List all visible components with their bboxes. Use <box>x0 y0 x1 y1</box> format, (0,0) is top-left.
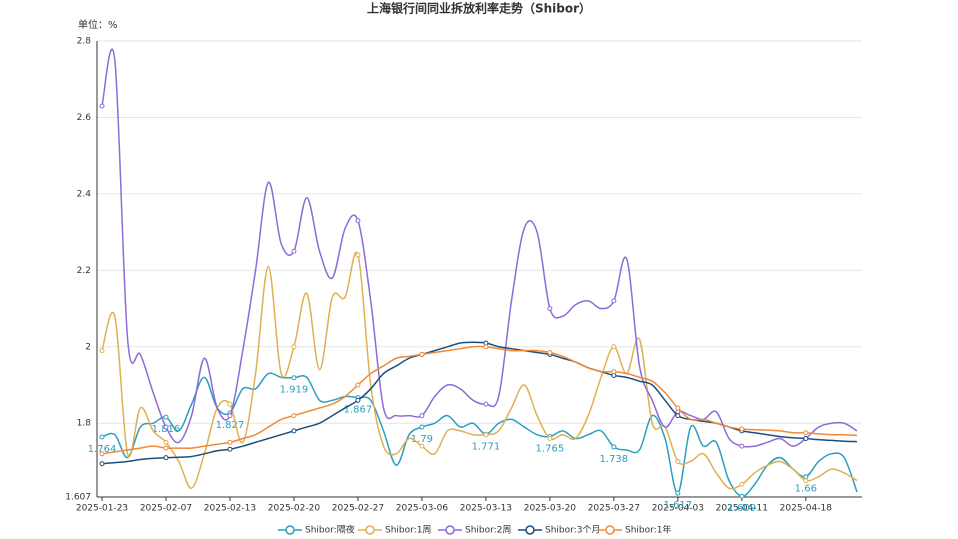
point <box>611 444 617 450</box>
x-tick-label: 2025-02-27 <box>332 504 384 514</box>
legend-item[interactable]: Shibor:1周 <box>358 525 431 536</box>
legend-label: Shibor:1年 <box>625 524 671 536</box>
point <box>675 405 681 411</box>
legend-label: Shibor:3个月 <box>545 525 600 536</box>
data-label: 1.765 <box>536 444 565 455</box>
point <box>611 298 617 304</box>
legend-item[interactable]: Shibor:3个月 <box>518 525 600 536</box>
point <box>419 351 425 357</box>
point <box>163 439 169 445</box>
point <box>483 432 489 438</box>
point <box>675 413 681 419</box>
point <box>419 443 425 449</box>
point <box>803 436 809 442</box>
point <box>611 369 617 375</box>
point <box>163 414 169 420</box>
point <box>99 461 105 467</box>
data-label: 1.816 <box>152 424 181 435</box>
point <box>483 401 489 407</box>
legend-marker <box>285 525 295 535</box>
point <box>99 451 105 457</box>
y-tick-label: 1.8 <box>77 419 92 429</box>
x-tick-label: 2025-03-20 <box>524 504 577 514</box>
legend-item[interactable]: Shibor:1年 <box>598 524 671 536</box>
point <box>419 413 425 419</box>
x-tick-label: 2025-02-20 <box>268 504 321 514</box>
point <box>547 350 553 356</box>
data-label: 1.738 <box>600 454 629 465</box>
point <box>291 375 297 381</box>
point <box>99 103 105 109</box>
point <box>611 344 617 350</box>
point <box>99 348 105 354</box>
legend-label: Shibor:2周 <box>465 525 511 536</box>
point <box>739 426 745 432</box>
data-label: 1.66 <box>795 484 817 495</box>
y-tick-label: 1.607 <box>65 493 91 503</box>
point <box>483 344 489 350</box>
data-label: 1.79 <box>411 434 433 445</box>
point <box>99 434 105 440</box>
x-tick-label: 2025-04-03 <box>652 504 704 514</box>
data-label: 1.771 <box>472 441 501 452</box>
legend-label: Shibor:隔夜 <box>305 524 355 536</box>
point <box>227 446 233 452</box>
point <box>163 424 169 430</box>
point <box>291 344 297 350</box>
point <box>355 382 361 388</box>
point <box>227 401 233 407</box>
legend-item[interactable]: Shibor:2周 <box>438 525 511 536</box>
x-tick-label: 2025-03-27 <box>588 504 640 514</box>
point <box>355 218 361 224</box>
y-tick-label: 2.4 <box>77 189 92 199</box>
point <box>803 478 809 484</box>
data-label: 1.919 <box>280 385 309 396</box>
point <box>355 397 361 403</box>
chart-title: 上海银行间同业拆放利率走势（Shibor） <box>367 1 591 16</box>
y-axis-label: 单位：% <box>78 18 118 31</box>
point <box>739 493 745 499</box>
point <box>163 455 169 461</box>
y-tick-label: 2.2 <box>77 266 91 276</box>
data-label: 1.617 <box>664 500 693 511</box>
y-tick-label: 2.6 <box>77 113 92 123</box>
data-label: 1.867 <box>344 405 373 416</box>
point <box>675 490 681 496</box>
legend-marker <box>525 525 535 535</box>
point <box>291 428 297 434</box>
series-line <box>101 48 858 448</box>
point <box>547 436 553 442</box>
point <box>803 430 809 436</box>
x-tick-label: 2025-02-13 <box>204 504 256 514</box>
point <box>547 306 553 312</box>
x-tick-label: 2025-01-23 <box>76 504 128 514</box>
point <box>291 248 297 254</box>
point <box>675 458 681 464</box>
legend-marker <box>365 525 375 535</box>
data-label: 1.609 <box>728 503 757 514</box>
x-tick-label: 2025-03-13 <box>460 504 512 514</box>
series-line <box>101 251 858 490</box>
x-tick-label: 2025-04-18 <box>780 504 833 514</box>
y-tick-label: 2.8 <box>77 37 92 47</box>
legend-item[interactable]: Shibor:隔夜 <box>278 524 355 536</box>
point <box>739 481 745 487</box>
x-tick-label: 2025-04-11 <box>716 504 768 514</box>
point <box>163 445 169 451</box>
point <box>227 413 233 419</box>
y-tick-label: 2 <box>85 342 91 352</box>
data-label: 1.827 <box>216 420 245 431</box>
x-tick-label: 2025-02-07 <box>140 504 192 514</box>
legend-marker <box>445 525 455 535</box>
x-tick-label: 2025-03-06 <box>396 504 449 514</box>
point <box>419 424 425 430</box>
data-label: 1.764 <box>88 444 117 455</box>
point <box>291 413 297 419</box>
legend-marker <box>605 525 615 535</box>
legend-label: Shibor:1周 <box>385 525 431 536</box>
point <box>739 443 745 449</box>
point <box>227 439 233 445</box>
point <box>355 252 361 258</box>
